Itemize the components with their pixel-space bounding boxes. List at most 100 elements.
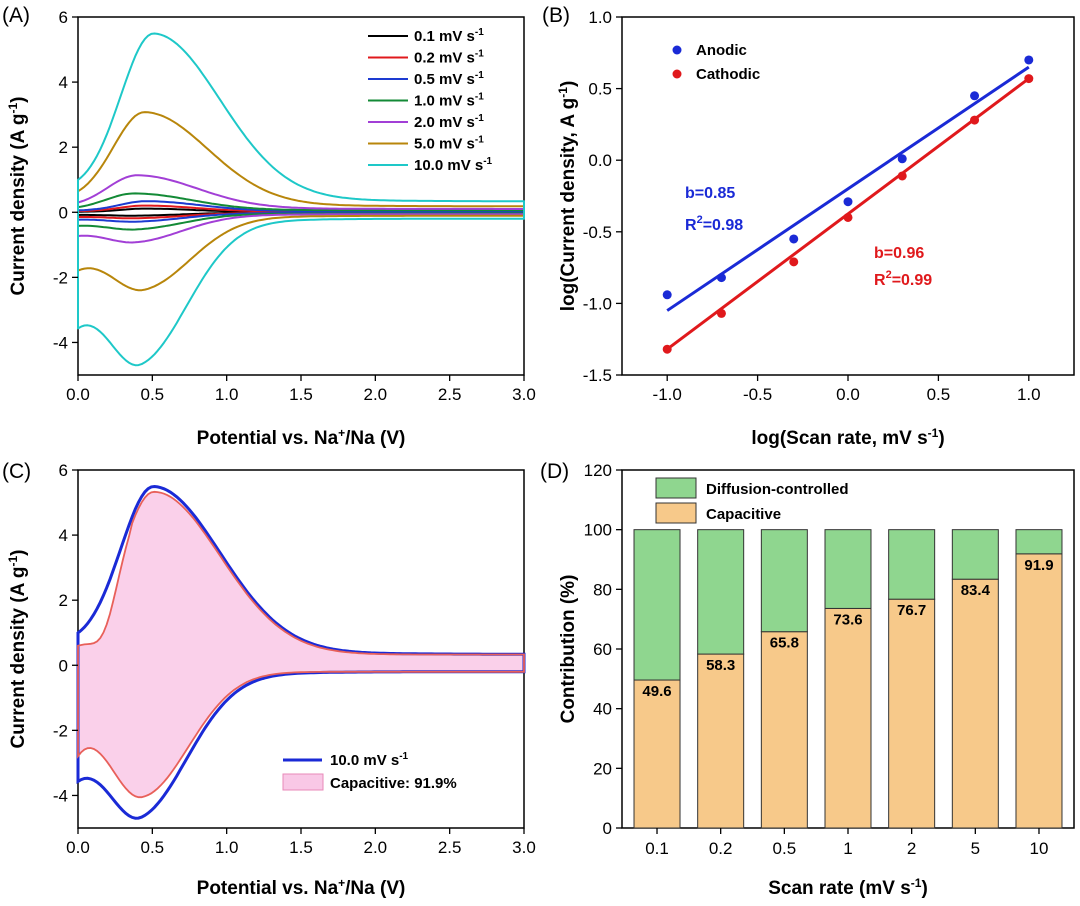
y-tick-label: 1.0 <box>588 8 612 27</box>
y-tick-label: 4 <box>59 73 68 92</box>
y-tick-label: -4 <box>53 333 68 352</box>
bar-diffusion <box>760 529 808 633</box>
x-tick-label: 2.0 <box>364 838 388 857</box>
y-tick-label: 100 <box>584 521 612 540</box>
data-point <box>970 91 980 101</box>
legend-marker <box>672 45 682 55</box>
cathodic-b-value: b=0.96 <box>874 245 924 262</box>
y-tick-label: -1.0 <box>583 294 612 313</box>
x-tick-label: 0.5 <box>141 385 165 404</box>
x-tick-label: 2.0 <box>364 385 388 404</box>
panel-c-yticks: -4 -2 0 2 4 6 <box>53 461 78 805</box>
panel-b-legend: Anodic Cathodic <box>672 42 760 83</box>
panel-d-xlabel: Scan rate (mV s-1) <box>768 876 928 899</box>
bar-diffusion <box>951 529 999 580</box>
panel-b-plot <box>662 55 1034 354</box>
legend-label: Cathodic <box>696 66 760 83</box>
data-point <box>897 154 907 164</box>
panel-d-yticks: 0 20 40 60 80 100 120 <box>584 461 622 838</box>
x-tick-label: 1.5 <box>289 838 313 857</box>
capacitive-region <box>78 491 524 798</box>
panel-c-legend: 10.0 mV s-1 Capacitive: 91.9% <box>282 751 457 792</box>
bar-diffusion <box>1015 529 1063 555</box>
x-tick-label: 1.0 <box>215 385 239 404</box>
y-tick-label: -2 <box>53 268 68 287</box>
anodic-r2-value: =0.98 <box>703 217 744 234</box>
y-tick-label: -4 <box>53 786 68 805</box>
bar-capacitive <box>824 607 872 829</box>
y-tick-label: 0.0 <box>588 151 612 170</box>
legend-swatch-capacitive <box>282 773 324 791</box>
x-tick-label: 1 <box>843 839 852 858</box>
legend-swatch <box>655 502 697 524</box>
y-tick-label: 0 <box>603 819 612 838</box>
x-tick-label: 0.0 <box>836 385 860 404</box>
panel-d-legend: Diffusion-controlled Capacitive <box>655 477 849 524</box>
y-tick-label: 60 <box>593 640 612 659</box>
x-tick-label: 1.0 <box>215 838 239 857</box>
panel-b-label: (B) <box>542 4 570 27</box>
data-point <box>662 344 672 354</box>
bar-diffusion <box>633 529 681 681</box>
y-tick-label: -1.5 <box>583 366 612 385</box>
panel-c-xticks: 0.0 0.5 1.0 1.5 2.0 2.5 3.0 <box>66 828 536 857</box>
cathodic-r2-value: =0.99 <box>892 272 933 289</box>
data-point <box>897 171 907 181</box>
x-tick-label: 1.0 <box>1017 385 1041 404</box>
panel-a-legend: 0.1 mV s-1 0.2 mV s-1 0.5 mV s-1 1.0 mV s-1… <box>368 27 493 174</box>
panel-b-xticks: -1.0 -0.5 0.0 0.5 1.0 <box>653 375 1041 404</box>
x-tick-label: 0.5 <box>773 839 797 858</box>
bar-diffusion <box>824 529 872 609</box>
x-tick-label: 2.5 <box>438 385 462 404</box>
y-tick-label: 6 <box>59 461 68 480</box>
y-tick-label: 6 <box>59 8 68 27</box>
bar-diffusion <box>888 529 936 600</box>
x-tick-label: 1.5 <box>289 385 313 404</box>
data-point <box>789 234 799 244</box>
bar-data-label: 65.8 <box>770 635 799 652</box>
bar-capacitive <box>888 598 936 829</box>
bar-capacitive <box>760 631 808 829</box>
x-tick-label: 2 <box>907 839 916 858</box>
legend-swatch <box>655 477 697 499</box>
panel-a-xlabel: Potential vs. Na+/Na (V) <box>197 426 406 449</box>
y-tick-label: -2 <box>53 721 68 740</box>
legend-label: Capacitive <box>706 506 781 523</box>
panel-c-ylabel: Current density (A g-1) <box>6 550 29 749</box>
bar-data-label: 76.7 <box>897 602 926 619</box>
x-tick-label: 3.0 <box>512 385 536 404</box>
panel-b-xlabel: log(Scan rate, mV s-1) <box>751 426 944 449</box>
bar-capacitive <box>633 679 681 829</box>
data-point <box>789 257 799 267</box>
x-tick-label: 0.0 <box>66 385 90 404</box>
legend-label: 0.2 mV s-1 <box>414 49 484 67</box>
bar-capacitive <box>1015 553 1063 829</box>
legend-label: Anodic <box>696 42 747 59</box>
capacitive-outline <box>77 490 525 799</box>
panel-d-label: (D) <box>540 460 569 483</box>
panel-d-bars: 49.6 58.3 65.8 73.6 76.7 83.4 91.9 <box>633 529 1063 829</box>
data-point <box>843 197 853 207</box>
x-tick-label: 3.0 <box>512 838 536 857</box>
legend-marker <box>672 69 682 79</box>
bar-data-label: 91.9 <box>1024 557 1053 574</box>
data-point <box>1024 74 1034 84</box>
data-point <box>662 290 672 300</box>
fit-line <box>666 65 1030 312</box>
bar-capacitive <box>697 653 745 829</box>
bar-capacitive <box>951 578 999 829</box>
panel-c-xlabel: Potential vs. Na+/Na (V) <box>197 876 406 899</box>
y-tick-label: 2 <box>59 591 68 610</box>
legend-label: 5.0 mV s-1 <box>414 135 484 153</box>
x-tick-label: -1.0 <box>653 385 682 404</box>
legend-label: 0.5 mV s-1 <box>414 70 484 88</box>
data-point <box>716 308 726 318</box>
data-point <box>716 273 726 283</box>
bar-data-label: 49.6 <box>642 683 671 700</box>
panel-a-ylabel: Current density (A g-1) <box>6 97 29 296</box>
legend-label-capacitive: Capacitive: 91.9% <box>330 775 457 792</box>
anodic-b-value: b=0.85 <box>685 185 735 202</box>
legend-label: Diffusion-controlled <box>706 481 849 498</box>
panel-c: (C) 0.0 0.5 1.0 1.5 2.0 2.5 3.0 -4 -2 0 2 4 6 10.0 … <box>2 460 536 899</box>
bar-diffusion <box>697 529 745 655</box>
